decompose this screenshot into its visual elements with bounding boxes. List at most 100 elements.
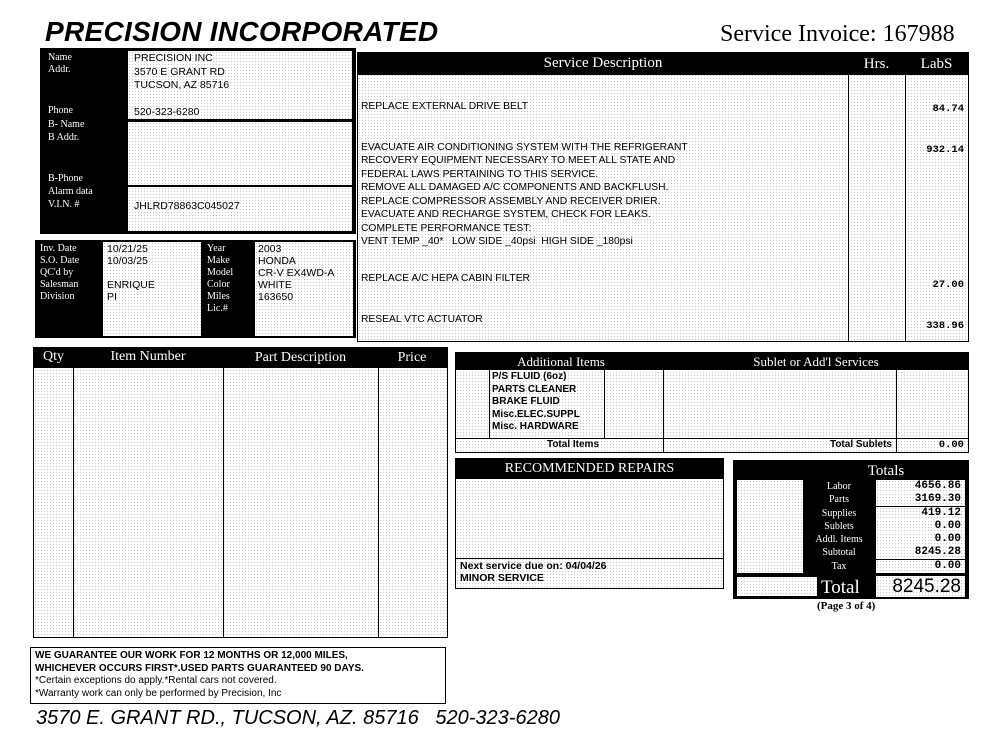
model-label: Model — [207, 267, 234, 278]
next-service-type: MINOR SERVICE — [460, 572, 544, 584]
totals-value: 0.00 — [876, 559, 965, 573]
addr-label: Addr. — [48, 64, 71, 75]
qcd-label: QC'd by — [40, 267, 74, 278]
billing-field — [128, 121, 352, 185]
division: PI — [107, 291, 117, 303]
additional-item: Misc. HARDWARE — [492, 421, 579, 432]
totals-header: Totals — [867, 463, 905, 479]
service-lines: REPLACE EXTERNAL DRIVE BELT 84.74 EVACUATE… — [358, 75, 968, 341]
grand-total-label: Total — [821, 577, 860, 598]
parts-box: Qty Item Number Part Description Price — [33, 347, 448, 638]
b-addr-label: B Addr. — [48, 132, 80, 143]
additional-item: P/S FLUID (6oz) — [492, 371, 567, 382]
totals-value: 8245.28 — [876, 546, 965, 560]
totals-rows: Labor 4656.86 Parts 3169.30 Supplies 419.12 Su… — [803, 480, 969, 573]
total-sublets-label: Total Sublets — [829, 439, 892, 450]
additional-item: PARTS CLEANER — [492, 383, 577, 395]
totals-box: Totals Labor 4656.86 Parts 3169.30 Supplies 4… — [733, 460, 969, 599]
qty-header: Qty — [43, 349, 64, 364]
customer-name: PRECISION INC — [134, 52, 213, 64]
totals-value: 3169.30 — [876, 493, 965, 507]
vin-label: V.I.N. # — [48, 199, 80, 210]
totals-blank-field — [737, 480, 803, 573]
additional-item: Misc.ELEC.SUPPL — [492, 408, 580, 420]
service-box: Service Description Hrs. LabS REPLACE EX… — [357, 52, 969, 342]
recommended-header: RECOMMENDED REPAIRS — [504, 461, 675, 476]
order-labels-left: Inv. Date S.O. Date QC'd by Salesman Div… — [40, 243, 79, 303]
phone-label: Phone — [48, 105, 73, 116]
inv-date-label: Inv. Date — [40, 243, 77, 254]
totals-value: 0.00 — [876, 533, 965, 547]
service-line: RECOVERY EQUIPMENT NECESSARY TO MEET ALL… — [361, 155, 676, 166]
totals-value: 419.12 — [876, 506, 965, 520]
color-label: Color — [207, 279, 230, 290]
totals-row: Addl. Items 0.00 — [803, 533, 969, 547]
salesman-label: Salesman — [40, 279, 79, 290]
totals-row: Total Items Total Sublets 0.00 — [456, 438, 968, 452]
next-service-date: Next service due on: 04/04/26 — [460, 560, 607, 572]
part-description-header: Part Description — [254, 350, 347, 365]
additional-items-list: P/S FLUID (6oz) PARTS CLEANER BRAKE FLUID M… — [492, 371, 580, 434]
year: 2003 — [258, 243, 282, 255]
guarantee-line-1: WE GUARANTEE OUR WORK FOR 12 MONTHS OR 1… — [35, 650, 348, 661]
customer-addr2: TUCSON, AZ 85716 — [134, 79, 230, 91]
additional-items-box: Additional Items Sublet or Add'l Service… — [455, 352, 969, 453]
totals-label: Labor — [827, 481, 851, 492]
salesman: ENRIQUE — [107, 279, 155, 291]
totals-row: Supplies 419.12 — [803, 506, 969, 520]
labs-header: LabS — [920, 56, 953, 72]
totals-row: Tax 0.00 — [803, 559, 969, 573]
service-line: REPLACE A/C HEPA CABIN FILTER — [361, 273, 530, 284]
totals-row: Labor 4656.86 — [803, 480, 969, 493]
totals-value: 0.00 — [876, 519, 965, 533]
additional-items-header: Additional Items — [517, 354, 605, 369]
totals-row: Subtotal 8245.28 — [803, 546, 969, 560]
service-line: VENT TEMP _40* LOW SIDE _40psi HIGH SIDE… — [361, 236, 633, 247]
inv-date: 10/21/25 — [107, 243, 148, 255]
service-header: Service Description Hrs. LabS — [358, 53, 968, 75]
totals-label: Parts — [829, 494, 849, 506]
so-date: 10/03/25 — [107, 255, 148, 267]
vin-value: JHLRD78863C045027 — [134, 200, 240, 212]
footer-phone: 520-323-6280 — [435, 707, 560, 729]
service-line: EVACUATE AIR CONDITIONING SYSTEM WITH TH… — [361, 142, 688, 153]
totals-label: Subtotal — [822, 547, 856, 559]
parts-header: Qty Item Number Part Description Price — [34, 348, 447, 368]
guarantee-box: WE GUARANTEE OUR WORK FOR 12 MONTHS OR 1… — [30, 647, 446, 704]
next-service: Next service due on: 04/04/26 MINOR SERV… — [456, 558, 723, 585]
miles-label: Miles — [207, 291, 230, 302]
guarantee-line-3: *Certain exceptions do apply.*Rental car… — [35, 675, 277, 686]
service-line: REPLACE EXTERNAL DRIVE BELT — [361, 101, 529, 112]
service-line: RESEAL VTC ACTUATOR — [361, 314, 483, 325]
order-values-right: 2003 HONDA CR-V EX4WD-A WHITE 163650 — [255, 242, 353, 336]
year-label: Year — [207, 243, 226, 254]
order-values-left: 10/21/25 10/03/25 ENRIQUE PI — [103, 242, 201, 336]
page-indicator: (Page 3 of 4) — [817, 600, 876, 612]
total-items-label: Total Items — [546, 439, 599, 450]
lic-label: Lic.# — [207, 303, 228, 314]
guarantee-line-4: *Warranty work can only be performed by … — [35, 687, 282, 699]
order-labels-right: Year Make Model Color Miles Lic.# — [207, 243, 233, 315]
service-amount: 27.00 — [932, 279, 964, 291]
service-amount: 932.14 — [926, 144, 964, 156]
service-amount: 338.96 — [926, 320, 964, 332]
name-label: Name — [48, 52, 72, 63]
totals-row: Parts 3169.30 — [803, 493, 969, 507]
recommended-repairs-box: RECOMMENDED REPAIRS Next service due on:… — [455, 458, 724, 589]
invoice-value: 167988 — [882, 21, 955, 47]
model: CR-V EX4WD-A — [258, 267, 335, 279]
alarm-label: Alarm data — [48, 186, 93, 197]
guarantee-line-2: WHICHEVER OCCURS FIRST*.USED PARTS GUARA… — [35, 662, 364, 674]
order-box: Inv. Date S.O. Date QC'd by Salesman Div… — [35, 240, 356, 338]
customer-addr1: 3570 E GRANT RD — [134, 65, 225, 78]
price-header: Price — [397, 350, 427, 365]
so-date-label: S.O. Date — [40, 255, 80, 266]
hrs-header: Hrs. — [863, 56, 890, 72]
sublet-header: Sublet or Add'l Services — [753, 354, 879, 369]
customer-address-field: PRECISION INC 3570 E GRANT RD TUCSON, AZ… — [128, 51, 352, 119]
service-description-header: Service Description — [543, 55, 663, 71]
vin-field: JHLRD78863C045027 — [128, 187, 352, 231]
totals-label: Sublets — [824, 520, 854, 532]
totals-value: 4656.86 — [876, 480, 965, 493]
invoice-number: Service Invoice: 167988 — [720, 21, 955, 48]
